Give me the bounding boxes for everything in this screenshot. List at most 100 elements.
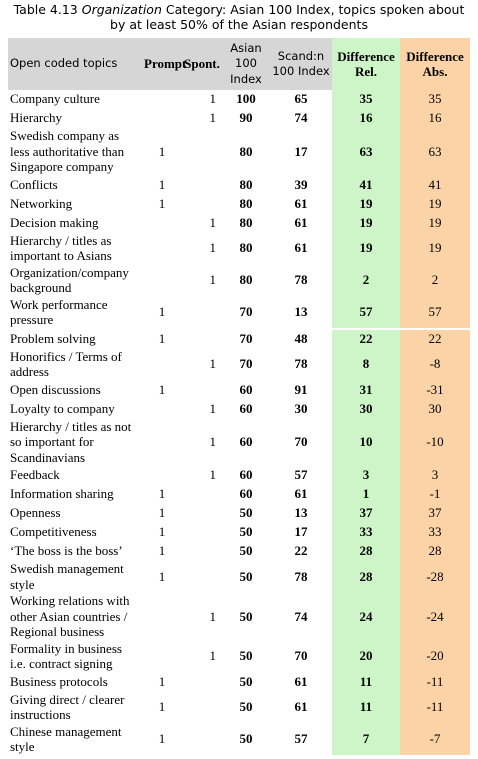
table-cell: 13 [294, 304, 308, 320]
table-row: Business protocols 1 50 61 11 -11 [8, 672, 470, 691]
data-table: Open coded topics Prompt Spont. Asian 100 I… [8, 38, 470, 756]
table-cell: 70 [222, 327, 270, 348]
table-row: Swedish company as less authoritative th… [8, 127, 470, 175]
table-cell: 20 [332, 640, 400, 672]
table-cell: 90 [239, 110, 253, 126]
table-row: Chinese management style 1 50 57 7 -7 [8, 723, 470, 755]
table-cell: 1 [158, 673, 166, 689]
table-cell: 41 [332, 175, 400, 194]
table-cell: 1 [158, 699, 166, 715]
table-cell: Giving direct / clearer instructions [10, 691, 125, 723]
table-row: Company culture 1 100 65 35 35 [8, 90, 470, 109]
table-cell [142, 466, 182, 485]
table-cell: 1 [158, 176, 166, 192]
table-cell: 60 [239, 434, 253, 449]
table-cell: -10 [400, 418, 470, 466]
table-row: Open discussions 1 60 91 31 -31 [8, 380, 470, 399]
table-cell: 41 [400, 175, 470, 194]
column-header: Prompt [142, 38, 186, 90]
table-cell [142, 399, 182, 418]
table-cell: 19 [332, 232, 400, 264]
table-cell [182, 175, 222, 194]
table-cell: -31 [400, 380, 470, 399]
table-cell: -24 [400, 592, 470, 640]
table-row: Organization/company background 1 80 78 2 2 [8, 264, 470, 296]
caption-emphasis: Organization [81, 2, 162, 17]
table-cell: 63 [400, 127, 470, 175]
table-cell: Formality in business i.e. contract sign… [10, 640, 122, 672]
table-cell: 17 [294, 524, 308, 540]
table-cell: 7 [332, 723, 400, 755]
table-cell: Company culture [10, 91, 100, 107]
table-cell: 1 [158, 568, 166, 584]
table-cell: 1 [332, 484, 400, 504]
table-cell: 60 [239, 400, 253, 416]
table-cell: 60 [239, 486, 253, 502]
table-cell: Swedish management style [10, 561, 124, 592]
table-cell: 31 [332, 380, 400, 399]
table-cell: 50 [239, 543, 253, 559]
table-cell: 24 [332, 592, 400, 640]
table-cell: 19 [400, 232, 470, 264]
table-cell: 78 [294, 356, 308, 372]
table-cell: 78 [294, 272, 308, 288]
table-cell: 28 [332, 560, 400, 593]
table-cell: Conflicts [10, 176, 58, 192]
table-cell: 57 [294, 467, 308, 483]
table-cell [182, 672, 222, 691]
table-cell [142, 418, 182, 466]
table-cell: 61 [294, 195, 308, 211]
table-cell: 61 [294, 673, 308, 689]
table-cell: 35 [332, 90, 400, 109]
column-header: Spont. [182, 38, 222, 90]
table-cell [142, 109, 182, 128]
table-cell: 1 [142, 327, 182, 348]
table-cell: Hierarchy / titles as important to Asian… [10, 232, 112, 264]
table-cell: 57 [294, 731, 308, 747]
table-cell [182, 327, 222, 348]
table-cell: 1 [209, 356, 217, 372]
table-cell: -1 [400, 484, 470, 504]
column-header: Difference Abs. [400, 38, 470, 90]
table-row: Conflicts 1 80 39 41 41 [8, 175, 470, 194]
table-cell: 10 [332, 418, 400, 466]
table-cell: Hierarchy [10, 110, 62, 126]
table-cell [142, 90, 182, 109]
table-cell: Chinese management style [10, 723, 122, 755]
table-row: Swedish management style 1 50 78 28 -28 [8, 560, 470, 593]
table-cell: 1 [209, 400, 217, 416]
table-cell: 50 [239, 673, 253, 689]
table-cell: 11 [332, 672, 400, 691]
table-cell [182, 296, 222, 329]
table-cell: 80 [239, 195, 253, 211]
caption-label: Table 4.13 [13, 2, 78, 17]
table-cell: 8 [332, 348, 400, 380]
table-cell: 19 [400, 213, 470, 232]
table-cell: 39 [294, 176, 308, 192]
table-cell: 1 [209, 648, 217, 664]
table-cell: 1 [158, 731, 166, 747]
table-cell: -28 [400, 560, 470, 593]
table-cell: Business protocols [10, 673, 108, 689]
table-cell: 57 [332, 296, 400, 329]
table-cell: 33 [332, 522, 400, 542]
table-cell: 1 [158, 304, 166, 320]
table-row: Networking 1 80 61 19 19 [8, 194, 470, 213]
table-cell: 35 [400, 90, 470, 109]
table-cell: 80 [239, 214, 253, 230]
table-cell: 11 [332, 691, 400, 723]
column-header: Open coded topics [8, 38, 142, 90]
table-cell: 37 [400, 503, 470, 523]
table-cell [182, 194, 222, 213]
table-cell: 61 [294, 699, 308, 715]
table-cell [142, 348, 182, 380]
table-row: ‘The boss is the boss’ 1 50 22 28 28 [8, 541, 470, 561]
table-cell: 16 [400, 108, 470, 128]
table-cell: 28 [332, 541, 400, 561]
table-cell: 30 [400, 399, 470, 418]
table-cell: 80 [239, 240, 253, 256]
table-row: Hierarchy / titles as important to Asian… [8, 232, 470, 264]
table-cell: 1 [158, 381, 166, 397]
table-cell [182, 723, 222, 755]
table-cell [142, 232, 182, 264]
